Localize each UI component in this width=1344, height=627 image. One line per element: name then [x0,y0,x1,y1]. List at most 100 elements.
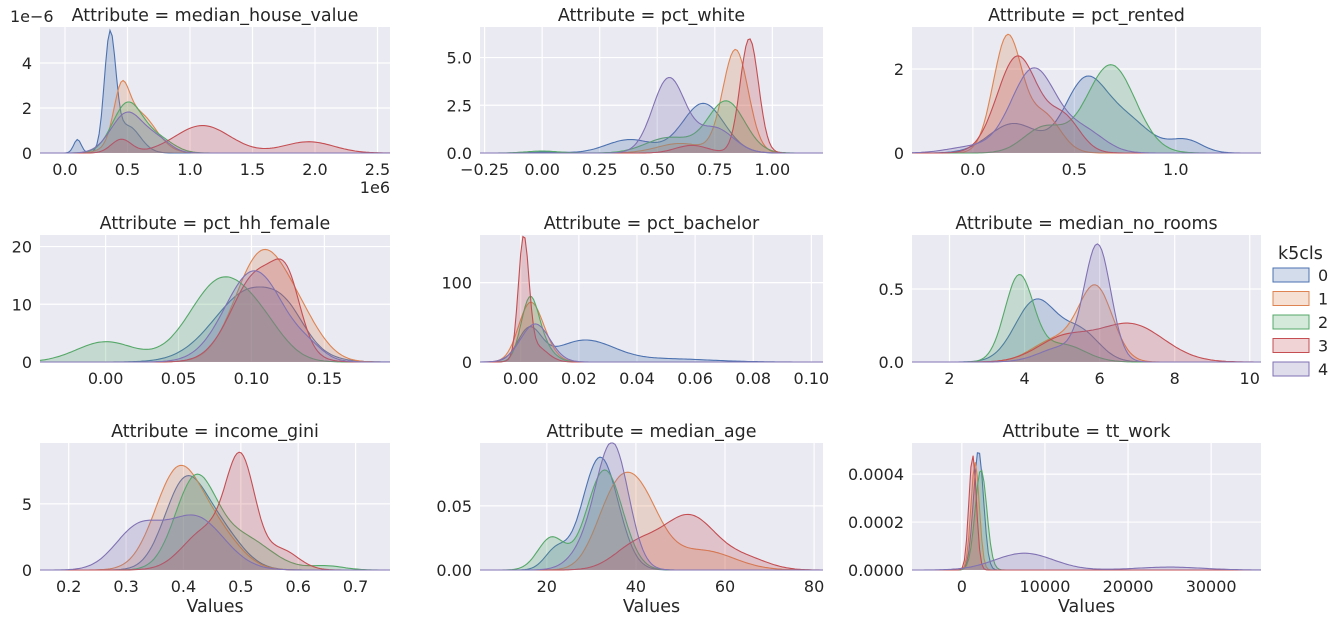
x-offset-text: 1e6 [360,178,390,197]
x-tick-label: 0.10 [794,369,830,388]
kde-area-1 [480,49,823,153]
x-tick-label: 80 [804,577,824,596]
y-tick-label: 0 [894,144,904,163]
x-tick-label: 10000 [1019,577,1070,596]
x-tick-label: 0.00 [524,160,560,179]
facet-title: Attribute = median_age [546,422,756,442]
plot-area [40,27,390,153]
kde-area-4 [480,323,823,362]
kde-area-2 [40,276,390,362]
legend-label-2: 2 [1318,313,1328,332]
x-axis-label: Values [623,597,680,617]
y-tick-label: 10 [12,295,32,314]
facet-title: Attribute = income_gini [111,422,319,442]
x-tick-label: 0.50 [639,160,675,179]
x-tick-label: 6 [1095,369,1105,388]
plot-area [912,235,1261,362]
x-tick-label: 1.00 [755,160,791,179]
x-tick-label: 8 [1170,369,1180,388]
x-tick-label: 0 [957,577,967,596]
y-tick-label: 0 [462,353,472,372]
facet-panel-4: 0.00 0.02 0.04 0.06 0.08 0.10 0 100 Attribute = … [441,214,829,388]
facet-title: Attribute = median_house_value [72,6,359,26]
kde-area-1 [480,472,823,570]
kde-line-4 [912,552,1261,571]
kde-area-2 [480,296,823,362]
kde-area-0 [480,326,823,362]
x-tick-label: 4 [1019,369,1029,388]
x-tick-label: 0.5 [228,577,253,596]
x-tick-label: 0.15 [307,369,343,388]
kde-area-2 [40,474,390,570]
x-tick-label: 0.5 [1062,160,1087,179]
facet-panel-7: 20 40 60 80 0.00 0.05 Attribute = median_age Va… [436,422,824,617]
y-tick-label: 0.0000 [848,561,904,580]
x-tick-label: 2.0 [302,160,327,179]
x-tick-label: 20 [537,577,557,596]
legend-label-0: 0 [1318,266,1328,285]
kde-area-1 [480,302,823,362]
x-tick-label: 0.00 [503,369,539,388]
x-tick-label: 0.5 [115,160,140,179]
kde-area-3 [480,514,823,570]
plot-area [912,27,1261,153]
facet-title: Attribute = pct_rented [988,6,1185,26]
kde-line-4 [912,243,1261,363]
x-tick-label: 0.02 [561,369,597,388]
facet-panel-6: 0.2 0.3 0.4 0.5 0.6 0.7 0 5 Attribute = income_g… [22,422,390,617]
x-tick-label: 0.08 [735,369,771,388]
kde-line-2 [39,276,390,363]
x-tick-label: 20000 [1103,577,1154,596]
x-tick-label: 0.04 [619,369,655,388]
kde-line-4 [40,514,390,571]
kde-line-2 [480,100,823,154]
facet-title: Attribute = pct_white [558,6,745,26]
kde-area-4 [40,270,390,362]
x-tick-label: 0.0 [52,160,77,179]
kde-area-2 [480,470,823,570]
kde-line-4 [480,76,823,154]
kde-area-3 [912,55,1261,153]
kde-area-0 [912,452,1261,570]
kde-line-3 [912,455,1261,571]
kde-area-3 [40,125,390,153]
legend-swatch-0 [1272,267,1310,283]
y-tick-label: 20 [12,238,32,257]
y-tick-label: 0 [22,144,32,163]
x-tick-label: 0.06 [677,369,713,388]
x-tick-label: 0.4 [171,577,196,596]
y-tick-label: 2.5 [447,96,472,115]
kde-area-2 [912,274,1261,362]
y-tick-label: 0.0004 [848,465,904,484]
kde-area-1 [40,249,390,362]
kde-line-4 [912,67,1261,154]
kde-area-0 [40,475,390,570]
y-tick-label: 0.0 [447,144,472,163]
x-axis-label: Values [186,597,243,617]
x-tick-label: −0.25 [460,160,509,179]
kde-area-1 [912,284,1261,362]
legend-swatch-4 [1272,361,1310,377]
x-tick-label: 0.3 [113,577,138,596]
legend-swatch-2 [1272,314,1310,330]
kde-area-4 [480,77,823,153]
y-tick-label: 5 [22,495,32,514]
kde-area-2 [912,64,1261,153]
legend-label-3: 3 [1318,337,1328,356]
kde-area-2 [40,102,390,153]
x-tick-label: 0.2 [56,577,81,596]
kde-area-4 [912,553,1261,570]
x-tick-label: 0.6 [285,577,310,596]
kde-area-3 [40,258,390,362]
x-tick-label: 30000 [1186,577,1237,596]
kde-area-0 [912,76,1261,153]
plot-area [912,443,1261,570]
kde-area-4 [40,514,390,570]
legend-swatch-3 [1272,338,1310,353]
facet-panel-8: 0 10000 20000 30000 0.0000 0.0002 0.0004 Attrib… [848,422,1261,617]
x-tick-label: 60 [715,577,735,596]
x-tick-label: 0.05 [161,369,197,388]
y-tick-label: 2 [894,60,904,79]
y-tick-label: 5.0 [447,49,472,68]
